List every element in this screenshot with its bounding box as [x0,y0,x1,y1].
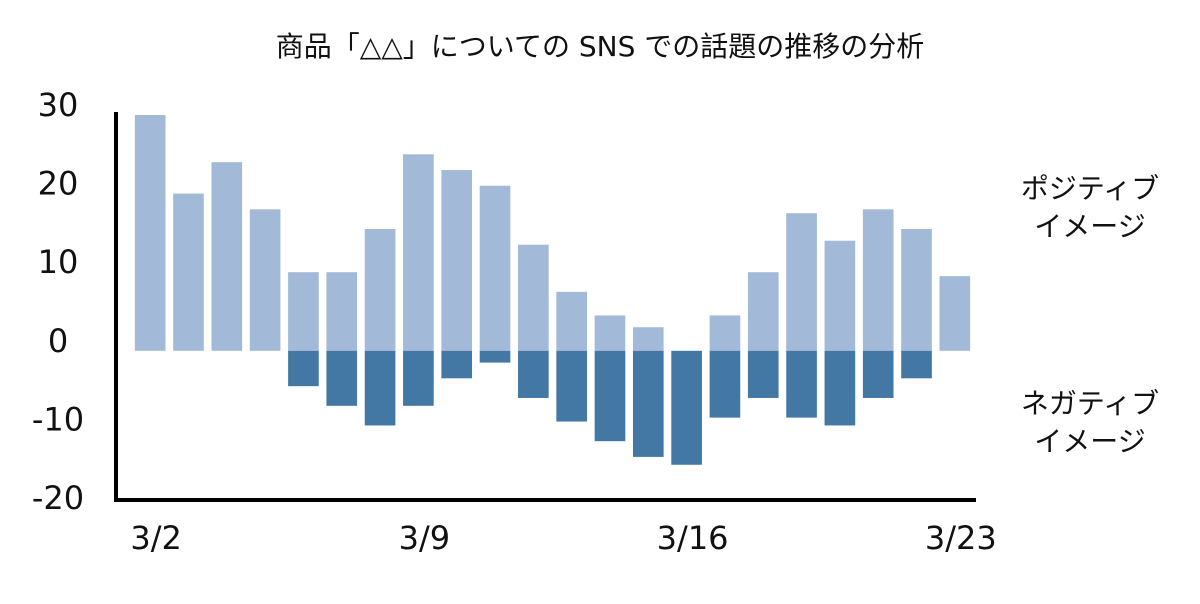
bar [441,350,473,379]
chart-title: 商品「△△」についての SNS での話題の推移の分析 [276,30,925,63]
bar [249,209,281,351]
bar [556,350,587,422]
bar [326,350,358,406]
y-tick-label: 30 [38,86,79,124]
x-tick-label: 3/9 [399,519,451,557]
bar [441,170,473,351]
bar [862,350,894,398]
bar [518,350,549,398]
y-tick-label: 0 [48,322,68,360]
y-tick-label: 20 [38,165,79,203]
bar [173,193,204,351]
bar [709,350,741,418]
bar [709,315,741,351]
bar [747,272,779,351]
y-tick-label: -20 [32,479,84,517]
x-tick-label: 3/23 [925,519,997,557]
bar [594,315,626,351]
bar [824,350,856,426]
bar [747,350,779,398]
y-tick-label: 10 [38,243,79,281]
bar [632,350,664,457]
x-tick-label: 3/2 [130,519,182,557]
legend-line: イメージ [1034,210,1145,243]
bar [479,350,511,363]
x-tick-label: 3/16 [657,519,729,557]
bar [786,350,817,418]
bar [594,350,626,442]
bar [364,228,396,351]
bar [364,350,396,426]
bar [824,240,856,351]
y-tick-label: -10 [32,400,84,438]
bar [479,185,511,351]
bar [288,350,319,387]
bar [901,228,932,351]
legend-line: イメージ [1034,425,1145,458]
bar [901,350,932,379]
legend-line: ネガティブ [1021,387,1159,420]
legend-label: ポジティブイメージ [1021,172,1159,243]
bar [288,272,319,351]
legend-label: ネガティブイメージ [1021,387,1159,458]
bar [211,162,243,351]
bar [632,327,664,351]
bar [403,350,434,406]
bar [862,209,894,351]
bar [326,272,358,351]
bar [556,291,587,351]
bar [939,276,971,351]
legend-line: ポジティブ [1021,172,1159,205]
bar [134,115,166,351]
bar [403,154,434,351]
bar [518,244,549,351]
bar [786,213,817,351]
bar [671,350,702,465]
